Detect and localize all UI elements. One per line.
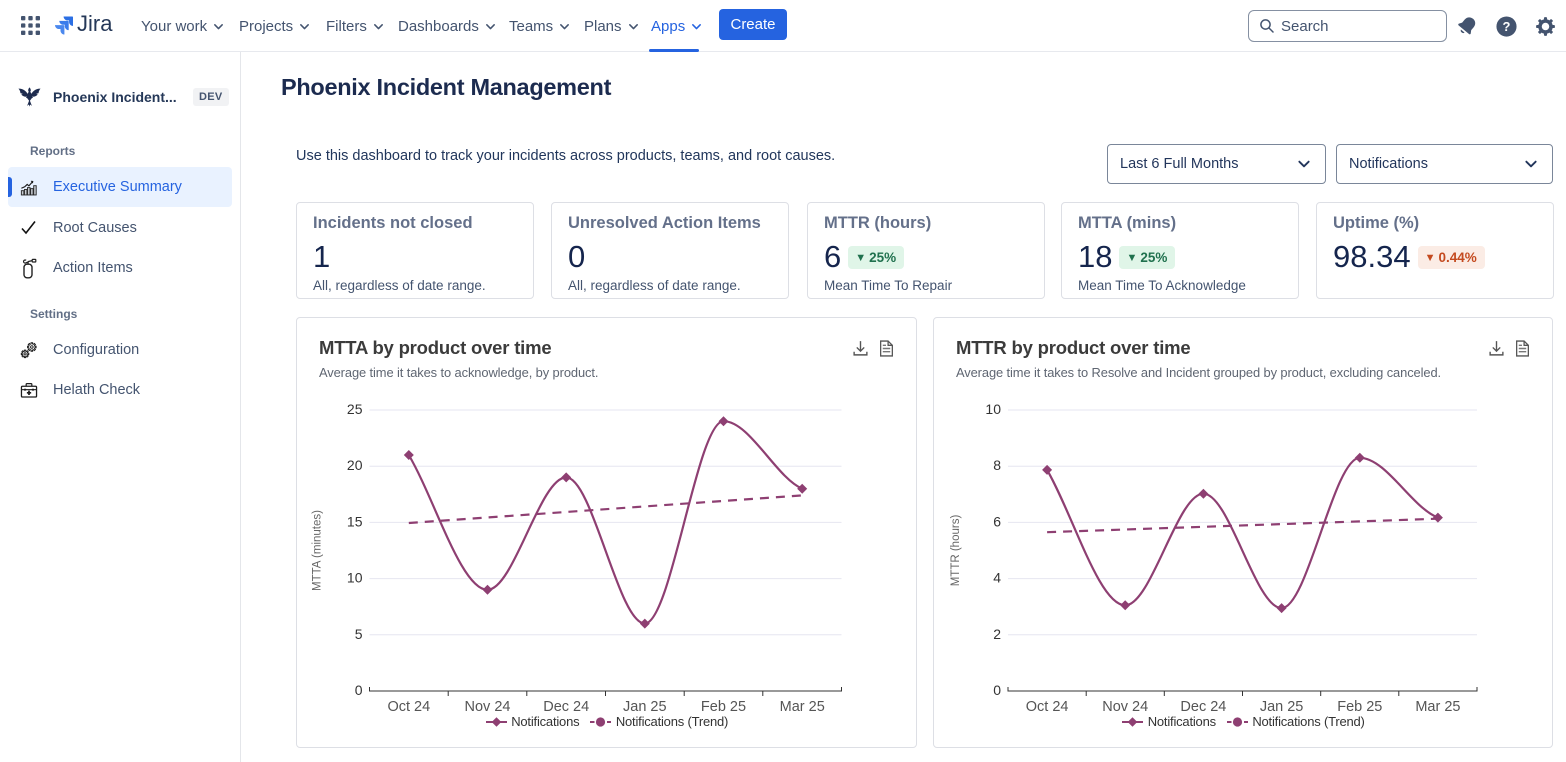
svg-text:Nov 24: Nov 24 (1102, 699, 1148, 715)
svg-text:Mar 25: Mar 25 (1415, 699, 1460, 715)
svg-text:10: 10 (347, 570, 363, 586)
svg-text:Oct 24: Oct 24 (1026, 699, 1069, 715)
svg-text:Nov 24: Nov 24 (465, 699, 511, 715)
svg-text:?: ? (1503, 19, 1511, 34)
svg-text:Oct 24: Oct 24 (387, 699, 430, 715)
svg-text:MTTA (minutes): MTTA (minutes) (312, 510, 324, 591)
svg-text:15: 15 (347, 513, 363, 529)
svg-text:Jan 25: Jan 25 (623, 699, 667, 715)
svg-text:6: 6 (993, 513, 1001, 529)
svg-text:Feb 25: Feb 25 (1337, 699, 1382, 715)
svg-text:25: 25 (347, 401, 363, 417)
svg-text:5: 5 (355, 626, 363, 642)
svg-text:Dec 24: Dec 24 (543, 699, 589, 715)
svg-text:MTTR (hours): MTTR (hours) (950, 515, 962, 587)
svg-text:Dec 24: Dec 24 (1180, 699, 1226, 715)
svg-text:10: 10 (985, 401, 1001, 417)
svg-text:4: 4 (993, 570, 1001, 586)
svg-text:20: 20 (347, 457, 363, 473)
svg-text:0: 0 (355, 682, 363, 698)
svg-text:8: 8 (993, 457, 1001, 473)
svg-text:0: 0 (993, 682, 1001, 698)
svg-text:Jan 25: Jan 25 (1260, 699, 1304, 715)
svg-text:Mar 25: Mar 25 (780, 699, 825, 715)
svg-text:2: 2 (993, 626, 1001, 642)
svg-text:Feb 25: Feb 25 (701, 699, 746, 715)
